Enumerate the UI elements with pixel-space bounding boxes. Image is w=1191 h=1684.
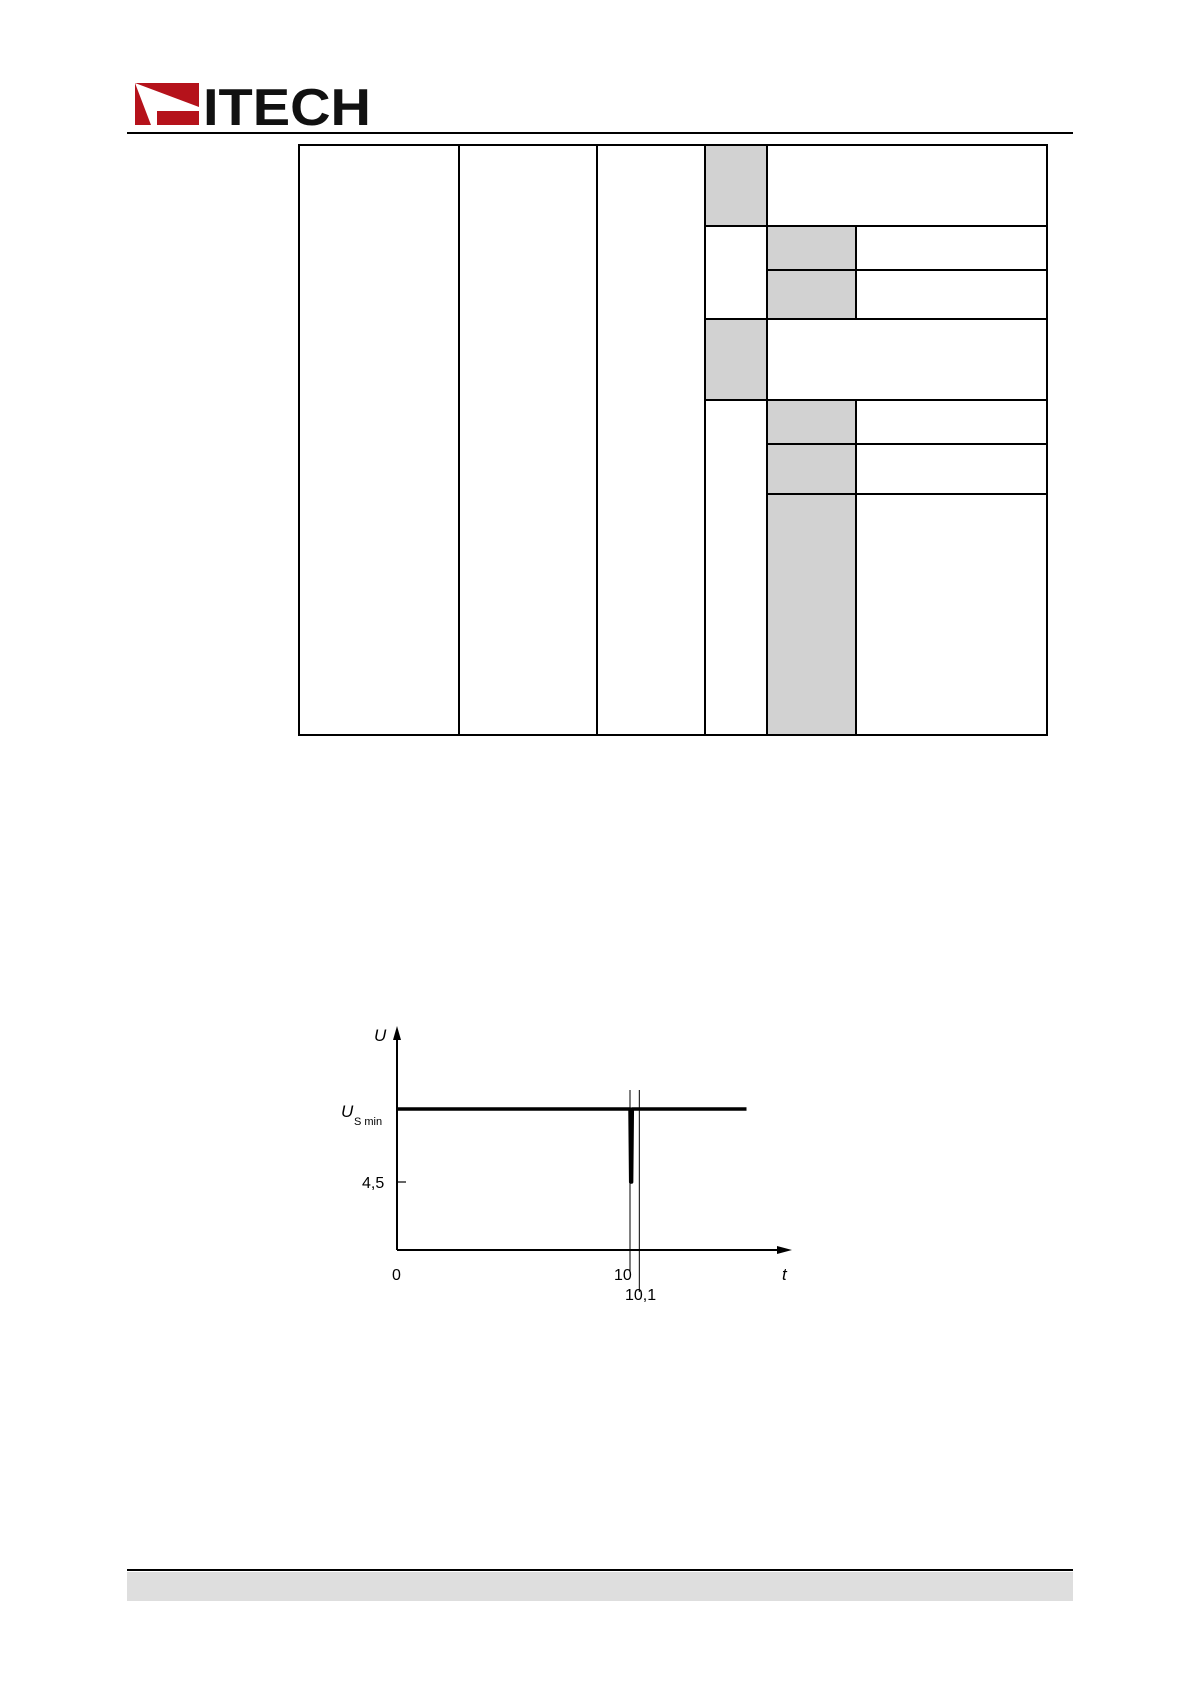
table-column-divider — [766, 144, 768, 736]
table-row-divider — [704, 399, 1048, 401]
x-tick-label-10-1: 10,1 — [625, 1287, 656, 1304]
header-rule — [127, 132, 1073, 134]
logo-triangle — [135, 83, 199, 125]
x-axis-arrow — [777, 1246, 792, 1254]
logo-badge-text: ITECH — [158, 111, 198, 127]
x-tick-label-0: 0 — [392, 1267, 401, 1284]
logo-wordmark: ITECH — [203, 81, 371, 127]
x-tick-label-10: 10 — [614, 1267, 632, 1284]
table-column-divider — [855, 226, 857, 319]
table-cell-shaded — [705, 144, 767, 226]
table-column-divider — [704, 144, 706, 736]
y-axis-arrow — [393, 1026, 401, 1040]
series-line-voltage — [397, 1107, 747, 1184]
table-row-divider — [766, 269, 1048, 271]
table-row-divider — [704, 318, 1048, 320]
y-axis-label: U — [374, 1026, 387, 1045]
table-border — [298, 144, 300, 736]
x-axis-label: t — [782, 1265, 788, 1284]
voltage-dip-chart: U t U S min 4,5 0 10 10,1 — [341, 1026, 792, 1304]
itech-logo: ITECH ITECH — [135, 81, 371, 127]
table-column-divider — [596, 144, 598, 736]
y-tick-label-4-5: 4,5 — [362, 1175, 384, 1192]
table-border — [298, 734, 1048, 736]
footer-bar — [127, 1572, 1073, 1601]
spec-table — [298, 144, 1048, 736]
table-row-divider — [766, 493, 1048, 495]
footer-rule — [127, 1569, 1073, 1571]
table-cell-shaded — [767, 400, 856, 736]
table-cell-shaded — [767, 226, 856, 319]
table-column-divider — [458, 144, 460, 736]
table-cell-shaded — [705, 319, 767, 400]
y-tick-label-usmin-subscript: S min — [354, 1116, 382, 1128]
table-border — [298, 144, 1048, 146]
table-row-divider — [704, 225, 1048, 227]
y-tick-label-usmin: U — [341, 1102, 354, 1121]
table-column-divider — [855, 400, 857, 736]
table-row-divider — [766, 443, 1048, 445]
table-border — [1046, 144, 1048, 736]
